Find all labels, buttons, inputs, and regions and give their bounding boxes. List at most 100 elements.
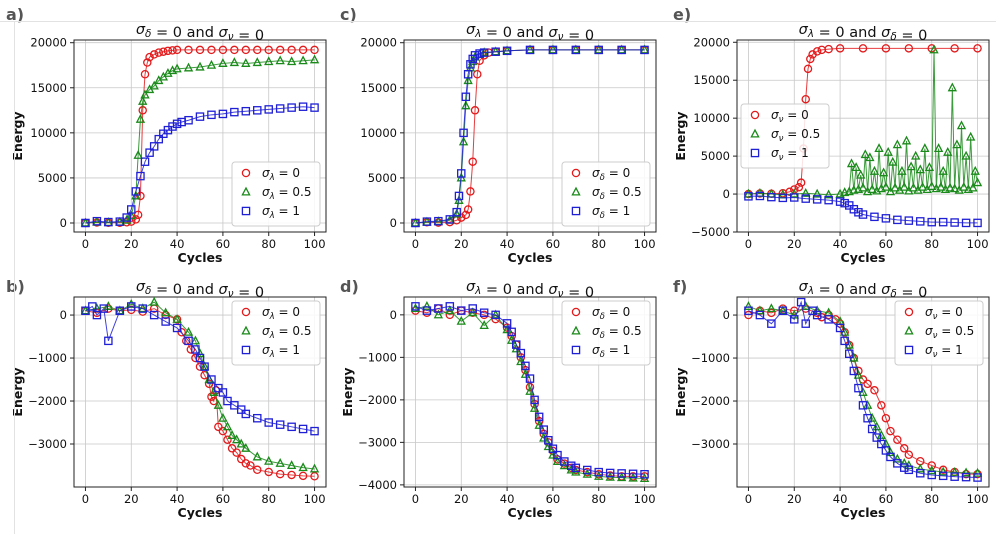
data-point xyxy=(849,366,859,376)
data-point xyxy=(433,309,444,319)
data-point xyxy=(264,56,274,66)
data-point xyxy=(127,302,136,311)
data-point xyxy=(214,383,223,393)
legend: σλ = 0 σλ = 0.5 σλ = 1 xyxy=(231,161,321,227)
data-point xyxy=(136,191,145,201)
data-point xyxy=(917,181,928,191)
data-point xyxy=(92,310,102,320)
data-point xyxy=(463,70,473,79)
data-point xyxy=(516,356,526,366)
data-point xyxy=(973,218,982,228)
y-tick-label: 10000 xyxy=(30,126,67,140)
data-point xyxy=(470,51,480,60)
data-point xyxy=(973,473,982,482)
data-point xyxy=(744,310,753,320)
data-point xyxy=(422,300,432,310)
data-point xyxy=(479,320,489,330)
data-point xyxy=(241,459,251,468)
page-divider-vertical xyxy=(14,21,15,534)
data-point xyxy=(466,187,475,196)
data-point xyxy=(253,45,262,55)
data-layer xyxy=(410,44,650,228)
data-point xyxy=(796,178,806,187)
data-point xyxy=(640,469,649,479)
data-point xyxy=(973,44,982,53)
data-point xyxy=(502,319,512,328)
data-point xyxy=(81,306,90,316)
y-tick-label: −2000 xyxy=(358,393,397,407)
data-point xyxy=(846,158,857,168)
data-point xyxy=(594,45,603,55)
y-tick-label: −2000 xyxy=(28,394,67,408)
data-point xyxy=(143,58,152,67)
data-point xyxy=(892,139,903,149)
data-point xyxy=(893,459,902,468)
data-point xyxy=(520,369,531,378)
data-point xyxy=(275,420,285,429)
data-point xyxy=(172,45,182,55)
data-point xyxy=(870,386,879,395)
data-point xyxy=(854,383,863,393)
data-point xyxy=(149,310,159,320)
data-point xyxy=(298,45,308,55)
data-point xyxy=(115,306,125,316)
data-point xyxy=(502,46,512,56)
chart-panel-1: c) 0 20 40 60 80 100 0 5000 10000 15000 20000 Cycles… xyxy=(340,5,657,265)
data-point xyxy=(310,426,319,436)
data-point xyxy=(972,467,983,477)
data-point xyxy=(548,45,558,55)
data-point xyxy=(253,413,262,423)
data-point xyxy=(264,105,273,114)
data-point xyxy=(131,215,141,224)
data-point xyxy=(938,217,948,227)
data-point xyxy=(899,444,909,453)
data-point xyxy=(938,465,948,475)
data-point xyxy=(298,471,308,481)
y-tick-label: −1000 xyxy=(358,350,397,364)
data-point xyxy=(149,142,159,151)
data-point xyxy=(812,47,822,56)
legend: σν = 0 σν = 0.5 σν = 1 xyxy=(740,103,830,169)
legend: σν = 0 σν = 0.5 σν = 1 xyxy=(894,300,984,366)
data-point xyxy=(876,430,887,439)
data-point xyxy=(908,182,919,192)
data-point xyxy=(126,298,136,308)
data-point xyxy=(138,95,148,105)
legend-marker xyxy=(904,345,914,355)
chart-panel-3: b) 0 20 40 60 80 100 −3000 −2000 −1000 0 Cycles Ener… xyxy=(6,277,327,520)
data-point xyxy=(594,44,604,54)
page-divider-horizontal xyxy=(0,21,996,22)
data-point xyxy=(131,187,141,196)
data-point xyxy=(468,304,477,313)
data-point xyxy=(275,104,285,113)
data-point xyxy=(264,467,273,477)
data-point xyxy=(927,181,937,190)
data-point xyxy=(184,115,193,125)
data-point xyxy=(899,181,909,191)
data-point xyxy=(952,139,962,149)
data-point xyxy=(161,317,170,326)
y-axis-label: Energy xyxy=(340,367,355,416)
data-point xyxy=(886,426,895,436)
data-point xyxy=(851,162,861,172)
data-point xyxy=(897,165,907,175)
data-point xyxy=(264,45,273,55)
y-tick-label: 0 xyxy=(390,216,397,230)
data-point xyxy=(835,197,845,206)
plot-frame xyxy=(403,39,657,233)
data-point xyxy=(163,46,173,56)
data-point xyxy=(640,45,649,55)
data-point xyxy=(218,45,228,55)
data-point xyxy=(617,45,626,55)
data-point xyxy=(927,465,937,475)
data-point xyxy=(122,213,131,222)
legend-label: σδ = 1 xyxy=(592,204,630,221)
data-point xyxy=(422,306,432,315)
data-point xyxy=(916,468,925,478)
data-point xyxy=(961,472,971,482)
data-point xyxy=(883,146,893,156)
x-tick-label: 100 xyxy=(634,237,656,251)
data-point xyxy=(457,169,466,178)
data-point xyxy=(227,430,237,439)
x-tick-label: 100 xyxy=(634,492,656,506)
